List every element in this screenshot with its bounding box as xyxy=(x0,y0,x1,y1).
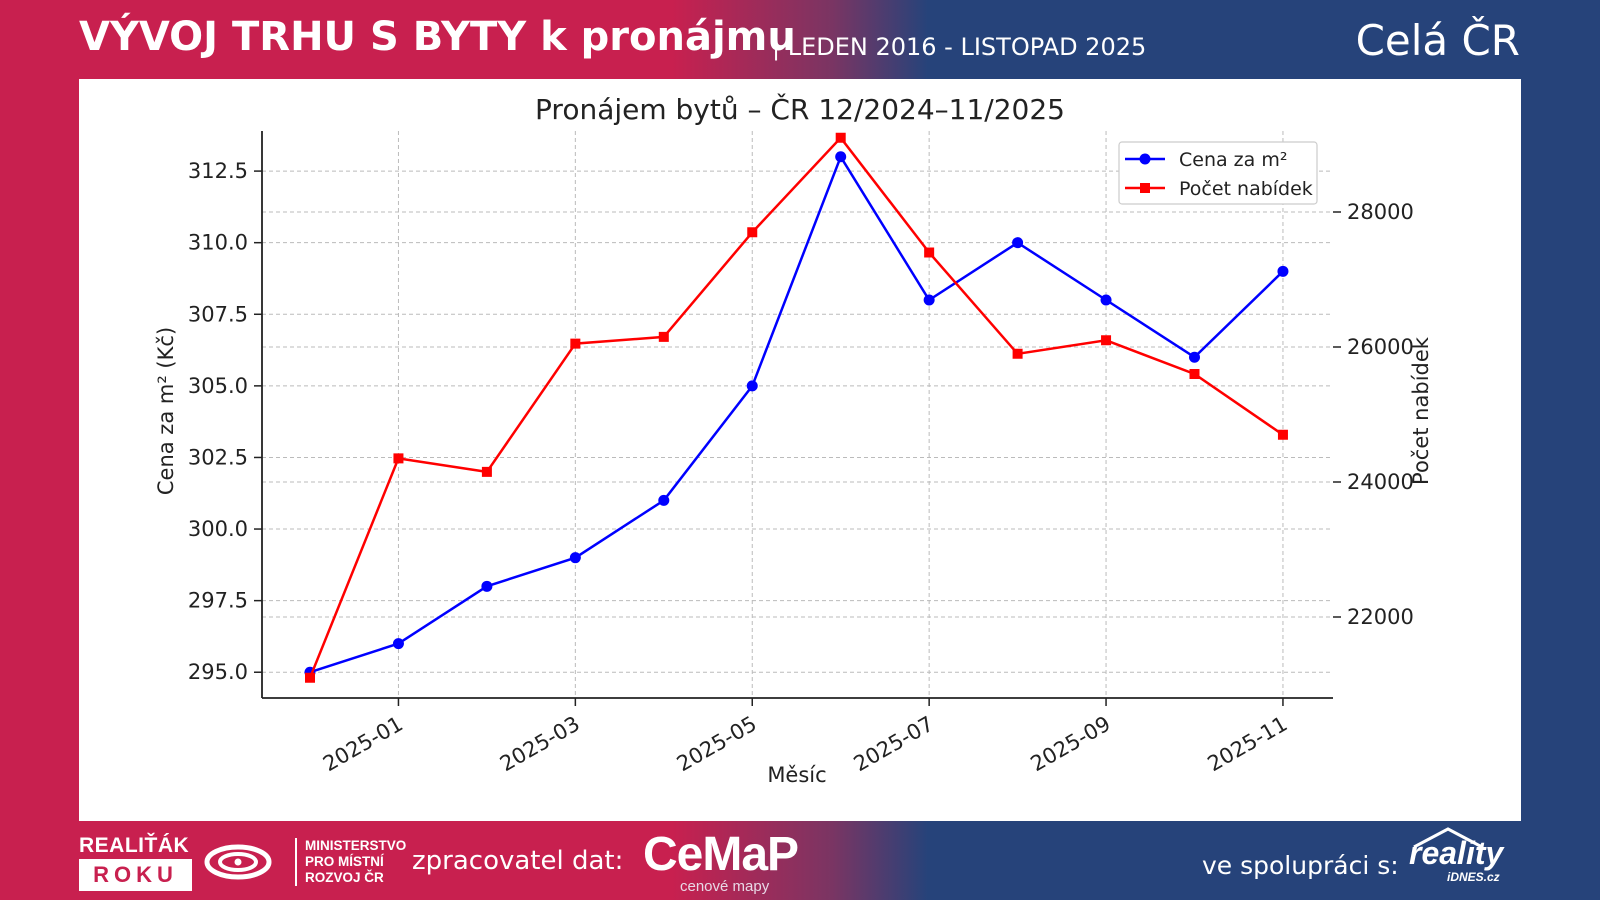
y2-tick-label: 24000 xyxy=(1347,470,1414,494)
cemap-logo: CeMaP xyxy=(643,828,799,881)
ministry-line-2: PRO MÍSTNÍ xyxy=(305,854,384,869)
award-logo-bottom: ROKU xyxy=(79,859,192,891)
header-region: Celá ČR xyxy=(1355,16,1520,65)
x-tick-label: 2025-05 xyxy=(673,712,761,777)
data-point xyxy=(835,132,846,143)
series-line xyxy=(308,135,1284,679)
y2-axis-label: Počet nabídek xyxy=(1409,336,1433,485)
header-title: VÝVOJ TRHU S BYTY k pronájmu xyxy=(79,14,796,60)
y2-tick-label: 22000 xyxy=(1347,605,1414,629)
data-point xyxy=(305,672,315,683)
y-tick-label: 302.5 xyxy=(188,445,248,469)
data-point xyxy=(1012,348,1023,359)
house-roof-icon xyxy=(1413,827,1483,849)
legend-marker xyxy=(1140,183,1150,193)
data-point xyxy=(1189,369,1200,379)
x-axis-label: Měsíc xyxy=(767,763,826,787)
x-tick-label: 2025-09 xyxy=(1027,712,1115,777)
chart-title: Pronájem bytů – ČR 12/2024–11/2025 xyxy=(535,92,1065,126)
footer: REALIŤÁK ROKU MINISTERSTVO PRO MÍSTNÍ RO… xyxy=(0,821,1600,900)
x-tick-label: 2025-07 xyxy=(850,712,938,777)
data-point xyxy=(747,227,758,238)
legend-label: Cena za m² xyxy=(1179,149,1287,171)
header-subtitle: | LEDEN 2016 - LISTOPAD 2025 xyxy=(772,33,1147,61)
y-tick-label: 305.0 xyxy=(188,374,248,398)
partner-label: ve spolupráci s: xyxy=(1202,851,1399,880)
data-point xyxy=(392,638,404,650)
reality-logo-subtitle: iDNES.cz xyxy=(1447,870,1500,884)
data-point xyxy=(746,380,758,392)
x-tick-label: 2025-03 xyxy=(496,712,584,777)
chart-legend: Cena za m² Počet nabídek xyxy=(1118,141,1318,205)
x-tick-label: 2025-01 xyxy=(319,712,407,777)
data-point xyxy=(1277,265,1289,277)
award-logo-top: REALIŤÁK xyxy=(79,834,190,857)
y-tick-label: 312.5 xyxy=(188,159,248,183)
chart-grid xyxy=(262,131,1333,698)
ministry-line-3: ROZVOJ ČR xyxy=(305,870,384,885)
data-point xyxy=(1100,294,1112,306)
ministry-line-1: MINISTERSTVO xyxy=(305,838,407,853)
chart-panel: Pronájem bytů – ČR 12/2024–11/2025 2025-… xyxy=(79,79,1521,821)
cemap-logo-subtitle: cenové mapy xyxy=(680,878,770,895)
data-point xyxy=(1012,237,1024,249)
chart-ticks: 2025-01 2025-03 2025-05 2025-07 2025-09 2025-… xyxy=(188,159,1414,776)
data-point xyxy=(570,338,581,349)
data-point xyxy=(1101,335,1112,346)
y-tick-label: 307.5 xyxy=(188,302,248,326)
y-tick-label: 300.0 xyxy=(188,517,248,541)
data-point xyxy=(1277,429,1288,440)
series-line xyxy=(309,154,1284,674)
legend-box xyxy=(1118,141,1318,205)
data-point xyxy=(658,331,669,342)
chart-axes xyxy=(261,131,1333,699)
processor-label: zpracovatel dat: xyxy=(412,846,624,876)
line-chart: Pronájem bytů – ČR 12/2024–11/2025 2025-… xyxy=(154,92,1433,787)
reality-logo: reality xyxy=(1409,835,1504,871)
data-point xyxy=(481,466,492,477)
chart-series xyxy=(304,132,1289,683)
ministry-logo-text: MINISTERSTVO PRO MÍSTNÍ ROZVOJ ČR xyxy=(295,838,406,886)
y2-tick-label: 28000 xyxy=(1347,200,1414,224)
legend-marker xyxy=(1139,153,1151,165)
x-tick-label: 2025-11 xyxy=(1203,712,1291,777)
y-tick-label: 310.0 xyxy=(188,231,248,255)
data-point xyxy=(569,552,581,564)
data-point xyxy=(658,494,670,506)
data-point xyxy=(481,580,493,592)
data-point xyxy=(393,453,404,464)
y-tick-label: 297.5 xyxy=(188,589,248,613)
data-point xyxy=(1189,351,1200,363)
legend-label: Počet nabídek xyxy=(1179,178,1313,200)
y2-tick-label: 26000 xyxy=(1347,335,1414,359)
ministry-emblem-icon xyxy=(204,844,272,880)
data-point xyxy=(923,294,935,306)
data-point xyxy=(835,151,847,163)
y-axis-label: Cena za m² (Kč) xyxy=(154,327,178,495)
y-tick-label: 295.0 xyxy=(188,660,248,684)
data-point xyxy=(924,247,935,258)
